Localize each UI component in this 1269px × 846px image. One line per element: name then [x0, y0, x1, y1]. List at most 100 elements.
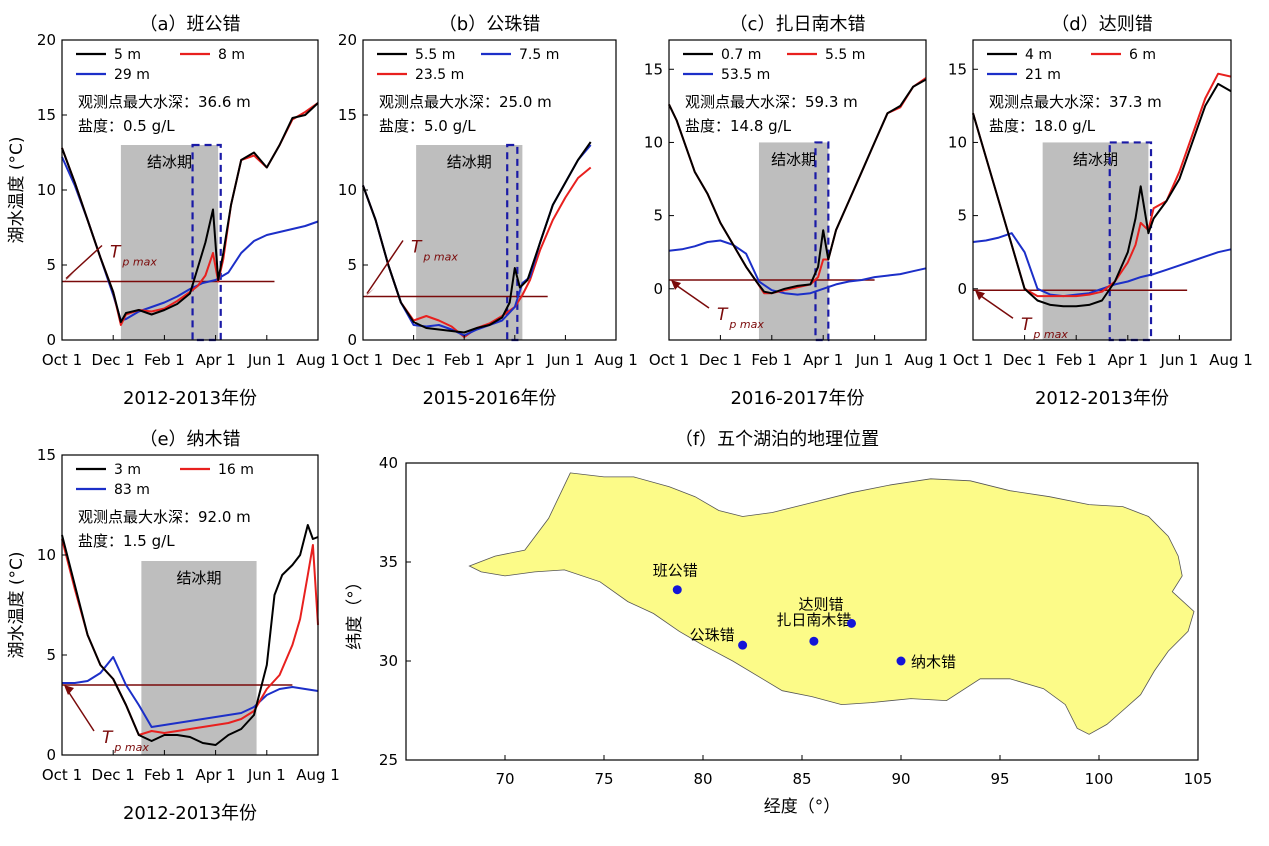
y-tick-label: 20 — [338, 31, 357, 49]
series-line-3m — [61, 524, 319, 746]
lake-marker — [847, 618, 856, 628]
x-tick-label: Dec 1 — [92, 766, 135, 784]
y-axis-label: 湖水温度 (°C) — [7, 136, 27, 243]
info-text: 观测点最大水深：25.0 m — [379, 93, 552, 111]
tp-main: T — [717, 305, 729, 325]
ice-period-shading — [141, 561, 257, 755]
y-tick-label: 0 — [957, 280, 967, 298]
year-label: 2015-2016年份 — [422, 388, 556, 409]
series-line-53.5m — [668, 239, 927, 296]
info-text: 盐度：18.0 g/L — [989, 117, 1096, 135]
y-tick-label: 0 — [653, 280, 663, 298]
y-tick-label: 5 — [347, 256, 357, 274]
lake-label: 纳木错 — [911, 653, 956, 671]
legend-label: 5.5 m — [415, 47, 455, 63]
dashed-box — [1108, 141, 1153, 342]
year-label: 2016-2017年份 — [730, 388, 864, 409]
x-tick-label: Aug 1 — [904, 351, 948, 369]
y-tick-label: 10 — [37, 181, 56, 199]
map-title: （f）五个湖泊的地理位置 — [675, 429, 879, 450]
legend-label: 83 m — [114, 482, 150, 498]
series-line-83m — [62, 656, 319, 728]
x-tick-label: Oct 1 — [42, 766, 82, 784]
tp-max-arrowhead — [671, 280, 681, 290]
panel-title: （c）扎日南木错 — [730, 14, 866, 35]
x-tick-label: 105 — [1184, 770, 1213, 788]
x-tick-label: 85 — [792, 770, 811, 788]
x-tick-label: Dec 1 — [699, 351, 742, 369]
series-line-0.7m — [668, 78, 927, 295]
x-tick-label: Feb 1 — [144, 766, 185, 784]
tp-max-arrow — [65, 687, 95, 732]
y-tick-label: 5 — [46, 256, 56, 274]
legend-label: 5.5 m — [825, 47, 865, 63]
y-axis-label: 湖水温度 (°C) — [7, 551, 27, 658]
tp-max-arrowhead — [64, 685, 74, 695]
x-tick-label: Aug 1 — [296, 351, 340, 369]
lake-label: 扎日南木错 — [776, 611, 851, 629]
lake-marker — [738, 640, 748, 650]
plot-frame — [61, 454, 319, 756]
y-tick-label: 25 — [379, 751, 398, 769]
ice-period-label: 结冰期 — [771, 150, 816, 168]
tp-max-arrow — [366, 240, 404, 294]
y-tick-label: 20 — [37, 31, 56, 49]
lake-marker — [896, 656, 906, 666]
tp-max-arrowhead — [365, 287, 375, 297]
lake-marker — [809, 636, 819, 646]
info-text: 观测点最大水深：36.6 m — [78, 93, 251, 111]
tp-main: T — [110, 243, 122, 263]
legend-label: 3 m — [114, 462, 141, 478]
ice-period-shading — [1042, 142, 1149, 340]
map-x-label: 经度（°） — [764, 797, 841, 817]
tp-sub: p max — [1032, 328, 1068, 341]
y-tick-label: 15 — [338, 106, 357, 124]
panel-title: （b）公珠错 — [439, 14, 540, 35]
series-line-5.5m — [362, 141, 592, 334]
x-tick-label: Oct 1 — [42, 351, 82, 369]
panel-b: 结冰期 T p max 0 5 10 15 20 Oct 1 Dec 1 Feb 1 Apr 1 Jun… — [338, 14, 638, 409]
legend-label: 0.7 m — [721, 47, 761, 63]
x-tick-label: Oct 1 — [649, 351, 689, 369]
legend-label: 4 m — [1025, 47, 1052, 63]
legend-label: 23.5 m — [415, 67, 464, 83]
tp-max-arrowhead — [975, 290, 985, 301]
legend-label: 7.5 m — [519, 47, 559, 63]
ice-period-label: 结冰期 — [447, 153, 492, 171]
y-tick-label: 0 — [46, 746, 56, 764]
panel-a: 结冰期 T p max 0 5 10 15 20 Oct 1 Dec 1 Feb 1 Apr 1 Jun… — [7, 14, 340, 409]
info-text: 盐度：1.5 g/L — [78, 532, 175, 550]
x-tick-label: 75 — [594, 770, 613, 788]
year-label: 2012-2013年份 — [1035, 388, 1169, 409]
x-tick-label: Dec 1 — [392, 351, 435, 369]
y-tick-label: 15 — [644, 60, 663, 78]
year-label: 2012-2013年份 — [123, 803, 257, 824]
x-tick-label: Aug 1 — [594, 351, 638, 369]
tp-main: T — [411, 238, 423, 258]
x-tick-label: Jun 1 — [1160, 351, 1199, 369]
x-tick-label: 70 — [495, 770, 514, 788]
info-text: 盐度：0.5 g/L — [78, 117, 175, 135]
tp-main: T — [102, 728, 114, 748]
x-tick-label: Oct 1 — [343, 351, 383, 369]
x-tick-label: Apr 1 — [495, 351, 535, 369]
lake-marker — [672, 585, 682, 595]
tp-max-arrowhead — [64, 272, 74, 282]
map-y-label: 纬度（°） — [345, 573, 365, 650]
legend-label: 53.5 m — [721, 67, 770, 83]
x-tick-label: 90 — [891, 770, 910, 788]
x-tick-label: Apr 1 — [195, 351, 235, 369]
x-tick-label: 95 — [990, 770, 1009, 788]
y-tick-label: 15 — [37, 446, 56, 464]
legend-label: 8 m — [218, 47, 245, 63]
tp-max-arrow — [672, 282, 710, 309]
tp-sub: p max — [121, 256, 157, 269]
x-tick-label: Feb 1 — [444, 351, 485, 369]
y-tick-label: 10 — [37, 546, 56, 564]
y-tick-label: 15 — [948, 60, 967, 78]
